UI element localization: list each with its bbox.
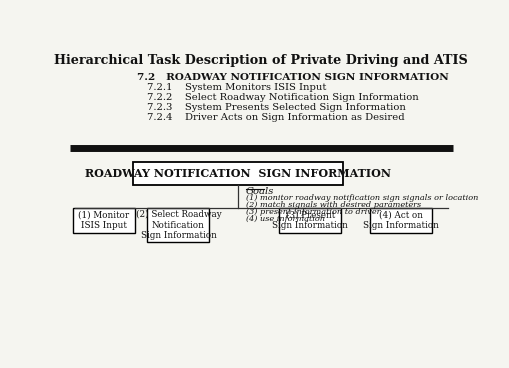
Text: (2) Select Roadway
Notification
Sign Information: (2) Select Roadway Notification Sign Inf… <box>135 210 221 240</box>
Text: Hierarchical Task Description of Private Driving and ATIS: Hierarchical Task Description of Private… <box>54 54 467 67</box>
FancyBboxPatch shape <box>147 208 209 242</box>
Text: 7.2.2    Select Roadway Notification Sign Information: 7.2.2 Select Roadway Notification Sign I… <box>147 93 418 102</box>
Text: 7.2.3    System Presents Selected Sign Information: 7.2.3 System Presents Selected Sign Info… <box>147 103 406 113</box>
Text: (4) use information: (4) use information <box>245 216 324 223</box>
FancyBboxPatch shape <box>278 208 341 233</box>
FancyBboxPatch shape <box>73 208 135 233</box>
FancyBboxPatch shape <box>133 162 342 185</box>
Text: 7.2.1    System Monitors ISIS Input: 7.2.1 System Monitors ISIS Input <box>147 84 326 92</box>
Text: 7.2.4    Driver Acts on Sign Information as Desired: 7.2.4 Driver Acts on Sign Information as… <box>147 113 404 123</box>
FancyBboxPatch shape <box>369 208 431 233</box>
Text: 7.2   ROADWAY NOTIFICATION SIGN INFORMATION: 7.2 ROADWAY NOTIFICATION SIGN INFORMATIO… <box>137 74 448 82</box>
Text: (3) Present
Sign Information: (3) Present Sign Information <box>272 211 348 230</box>
Text: (1) monitor roadway notification sign signals or location: (1) monitor roadway notification sign si… <box>245 194 477 202</box>
Text: Goals: Goals <box>245 187 274 196</box>
Text: (4) Act on
Sign Information: (4) Act on Sign Information <box>362 211 438 230</box>
Text: (3) present information to driver: (3) present information to driver <box>245 208 380 216</box>
Text: (1) Monitor
ISIS Input: (1) Monitor ISIS Input <box>78 211 129 230</box>
Text: ROADWAY NOTIFICATION  SIGN INFORMATION: ROADWAY NOTIFICATION SIGN INFORMATION <box>85 168 390 179</box>
Text: (2) match signals with desired parameters: (2) match signals with desired parameter… <box>245 201 420 209</box>
